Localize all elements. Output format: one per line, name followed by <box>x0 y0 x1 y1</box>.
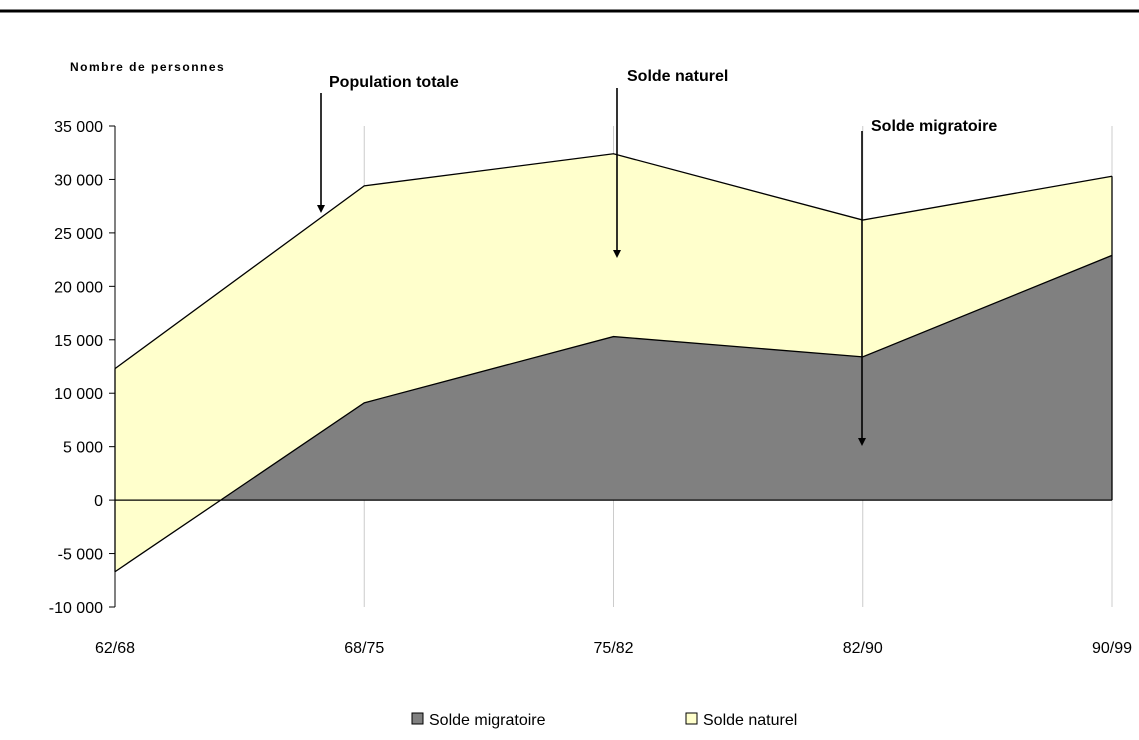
area-solde-migratoire <box>115 255 1112 572</box>
line-population-totale <box>114 153 1113 370</box>
annotation-label: Solde naturel <box>627 68 728 85</box>
y-tick-label: 35 000 <box>54 119 103 136</box>
y-tick-label: 0 <box>94 493 103 510</box>
x-tick-label: 82/90 <box>843 640 883 657</box>
y-tick-label: -10 000 <box>49 600 103 617</box>
y-tick-label: 5 000 <box>63 440 103 457</box>
y-tick-label: 10 000 <box>54 386 103 403</box>
x-axis-ticks: 62/68 68/75 75/82 82/90 90/99 <box>95 640 1132 657</box>
legend: Solde migratoire Solde naturel <box>411 712 797 729</box>
y-tick-label: 20 000 <box>54 279 103 296</box>
y-tick-label: 25 000 <box>54 226 103 243</box>
line-solde-migratoire <box>114 254 1113 573</box>
x-tick-label: 62/68 <box>95 640 135 657</box>
y-axis-unit-label: Nombre de personnes <box>70 60 225 74</box>
x-tick-label: 75/82 <box>593 640 633 657</box>
legend-label: Solde naturel <box>703 712 797 729</box>
legend-swatch <box>685 712 698 725</box>
x-tick-label: 90/99 <box>1092 640 1132 657</box>
y-axis-ticks: 35 000 30 000 25 000 20 000 15 000 10 000 5 00… <box>49 119 115 617</box>
legend-label: Solde migratoire <box>429 712 546 729</box>
annotation-label: Population totale <box>329 74 459 91</box>
legend-swatch <box>411 712 424 725</box>
annotation-arrowhead <box>317 205 325 213</box>
annotation-arrowhead <box>858 438 866 446</box>
y-tick-label: 15 000 <box>54 333 103 350</box>
x-tick-label: 68/75 <box>344 640 384 657</box>
annotation-label: Solde migratoire <box>871 118 997 135</box>
annotations: Population totale Solde naturel Solde migr… <box>317 68 997 446</box>
annotation-arrowhead <box>613 250 621 258</box>
y-tick-label: -5 000 <box>58 547 103 564</box>
y-tick-label: 30 000 <box>54 172 103 189</box>
